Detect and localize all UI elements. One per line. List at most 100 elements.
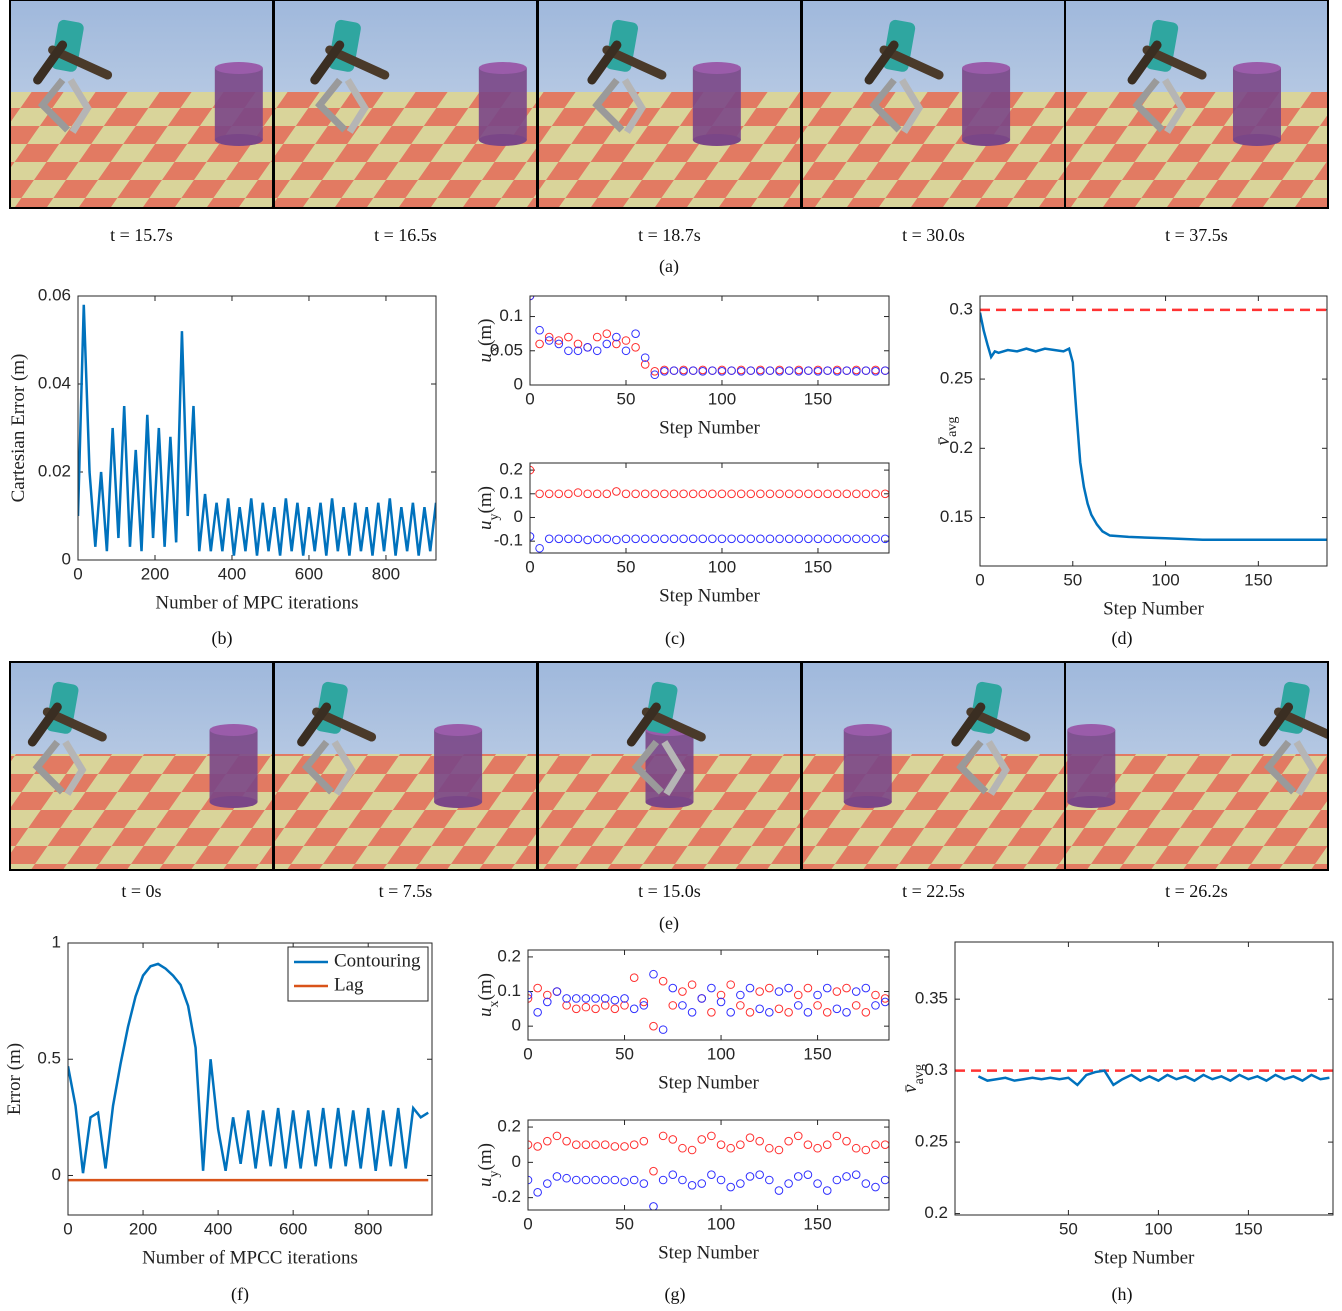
x-axis-label: Step Number <box>1094 1247 1195 1268</box>
point <box>716 990 726 1000</box>
point <box>621 534 631 544</box>
point <box>621 336 631 345</box>
y-axis-label-part: u <box>475 1177 496 1187</box>
point <box>861 534 871 544</box>
robot-arm <box>42 707 107 742</box>
point <box>842 1008 851 1017</box>
robot-leg <box>62 740 87 796</box>
point <box>861 983 871 993</box>
point <box>554 339 564 349</box>
point <box>544 336 554 345</box>
point <box>602 339 612 349</box>
y-tick-label: 0.2 <box>499 460 523 479</box>
point <box>620 1177 629 1187</box>
point <box>679 489 688 499</box>
point <box>543 1136 552 1146</box>
point <box>765 366 775 375</box>
x-tick-label: 400 <box>204 1219 232 1238</box>
point <box>698 534 708 544</box>
point <box>717 489 727 499</box>
point <box>591 994 600 1003</box>
floor <box>538 92 801 208</box>
point <box>535 489 544 499</box>
point <box>726 1143 736 1153</box>
point <box>650 489 660 499</box>
point <box>755 1136 764 1146</box>
point <box>707 1008 716 1017</box>
y-tick-label: 0.2 <box>924 1203 948 1222</box>
cylinder-bottom <box>209 796 258 808</box>
snapshot-time: t = 30.0s <box>902 225 965 245</box>
point <box>573 534 583 544</box>
point <box>669 534 679 544</box>
y-tick-label: 0.3 <box>924 1060 948 1079</box>
point <box>871 1182 880 1192</box>
point <box>562 994 571 1003</box>
point <box>774 1004 784 1014</box>
point <box>813 1001 822 1010</box>
point <box>765 1175 774 1185</box>
point <box>813 367 823 376</box>
y-tick-label: -0.2 <box>492 1187 521 1206</box>
point <box>697 994 707 1003</box>
point <box>600 1140 610 1150</box>
point <box>688 366 698 375</box>
robot-arm <box>641 707 706 742</box>
x-axis-label: Number of MPC iterations <box>155 592 358 613</box>
y-axis-label-part: (m) <box>475 1143 496 1170</box>
point <box>620 1142 629 1151</box>
point <box>631 534 640 544</box>
axes-box <box>529 462 890 554</box>
y-axis-label: uy(m) <box>475 486 501 530</box>
point <box>716 1140 726 1150</box>
point <box>803 1008 813 1017</box>
point <box>794 367 804 376</box>
snapshot <box>1065 662 1328 870</box>
point <box>784 366 794 375</box>
point <box>822 983 832 993</box>
robot-leg <box>1263 739 1297 795</box>
x-tick-label: 50 <box>1063 570 1082 589</box>
series-line <box>68 962 429 1174</box>
robot-arm <box>1274 707 1328 740</box>
point <box>716 997 726 1007</box>
point <box>629 973 639 982</box>
point <box>842 1136 851 1146</box>
point <box>583 489 592 499</box>
point <box>775 367 784 376</box>
point <box>774 1186 784 1195</box>
point <box>852 367 861 376</box>
x-axis-label: Step Number <box>658 1242 759 1263</box>
y-tick-label: 0 <box>52 1165 61 1184</box>
y-tick-label: 0.02 <box>38 461 71 480</box>
x-axis-label: Number of MPCC iterations <box>142 1247 358 1268</box>
point <box>649 969 658 979</box>
plot-area <box>530 296 889 385</box>
snapshot-time: t = 0s <box>121 881 161 901</box>
point <box>784 983 793 993</box>
point <box>669 489 679 499</box>
robot-leg <box>331 740 356 796</box>
point <box>871 1140 880 1150</box>
point <box>803 1140 813 1150</box>
y-axis-label-part: x <box>487 346 502 353</box>
point <box>736 990 745 1000</box>
x-axis-label: Step Number <box>1103 598 1204 619</box>
point <box>612 535 621 545</box>
point <box>832 1004 842 1014</box>
point <box>765 1008 774 1017</box>
panel-caption: (h) <box>1112 1284 1133 1305</box>
point <box>533 1142 542 1151</box>
x-tick-label: 150 <box>804 557 832 576</box>
frame <box>1064 0 1329 209</box>
floor <box>802 754 1065 870</box>
point <box>591 1004 600 1014</box>
robot-arm <box>310 40 345 85</box>
point <box>708 534 717 544</box>
point <box>727 489 736 499</box>
robot-leg <box>985 740 1010 796</box>
point <box>610 1004 620 1014</box>
plot <box>528 1131 889 1210</box>
axes-box <box>979 295 1328 567</box>
robot-arm <box>33 40 68 85</box>
